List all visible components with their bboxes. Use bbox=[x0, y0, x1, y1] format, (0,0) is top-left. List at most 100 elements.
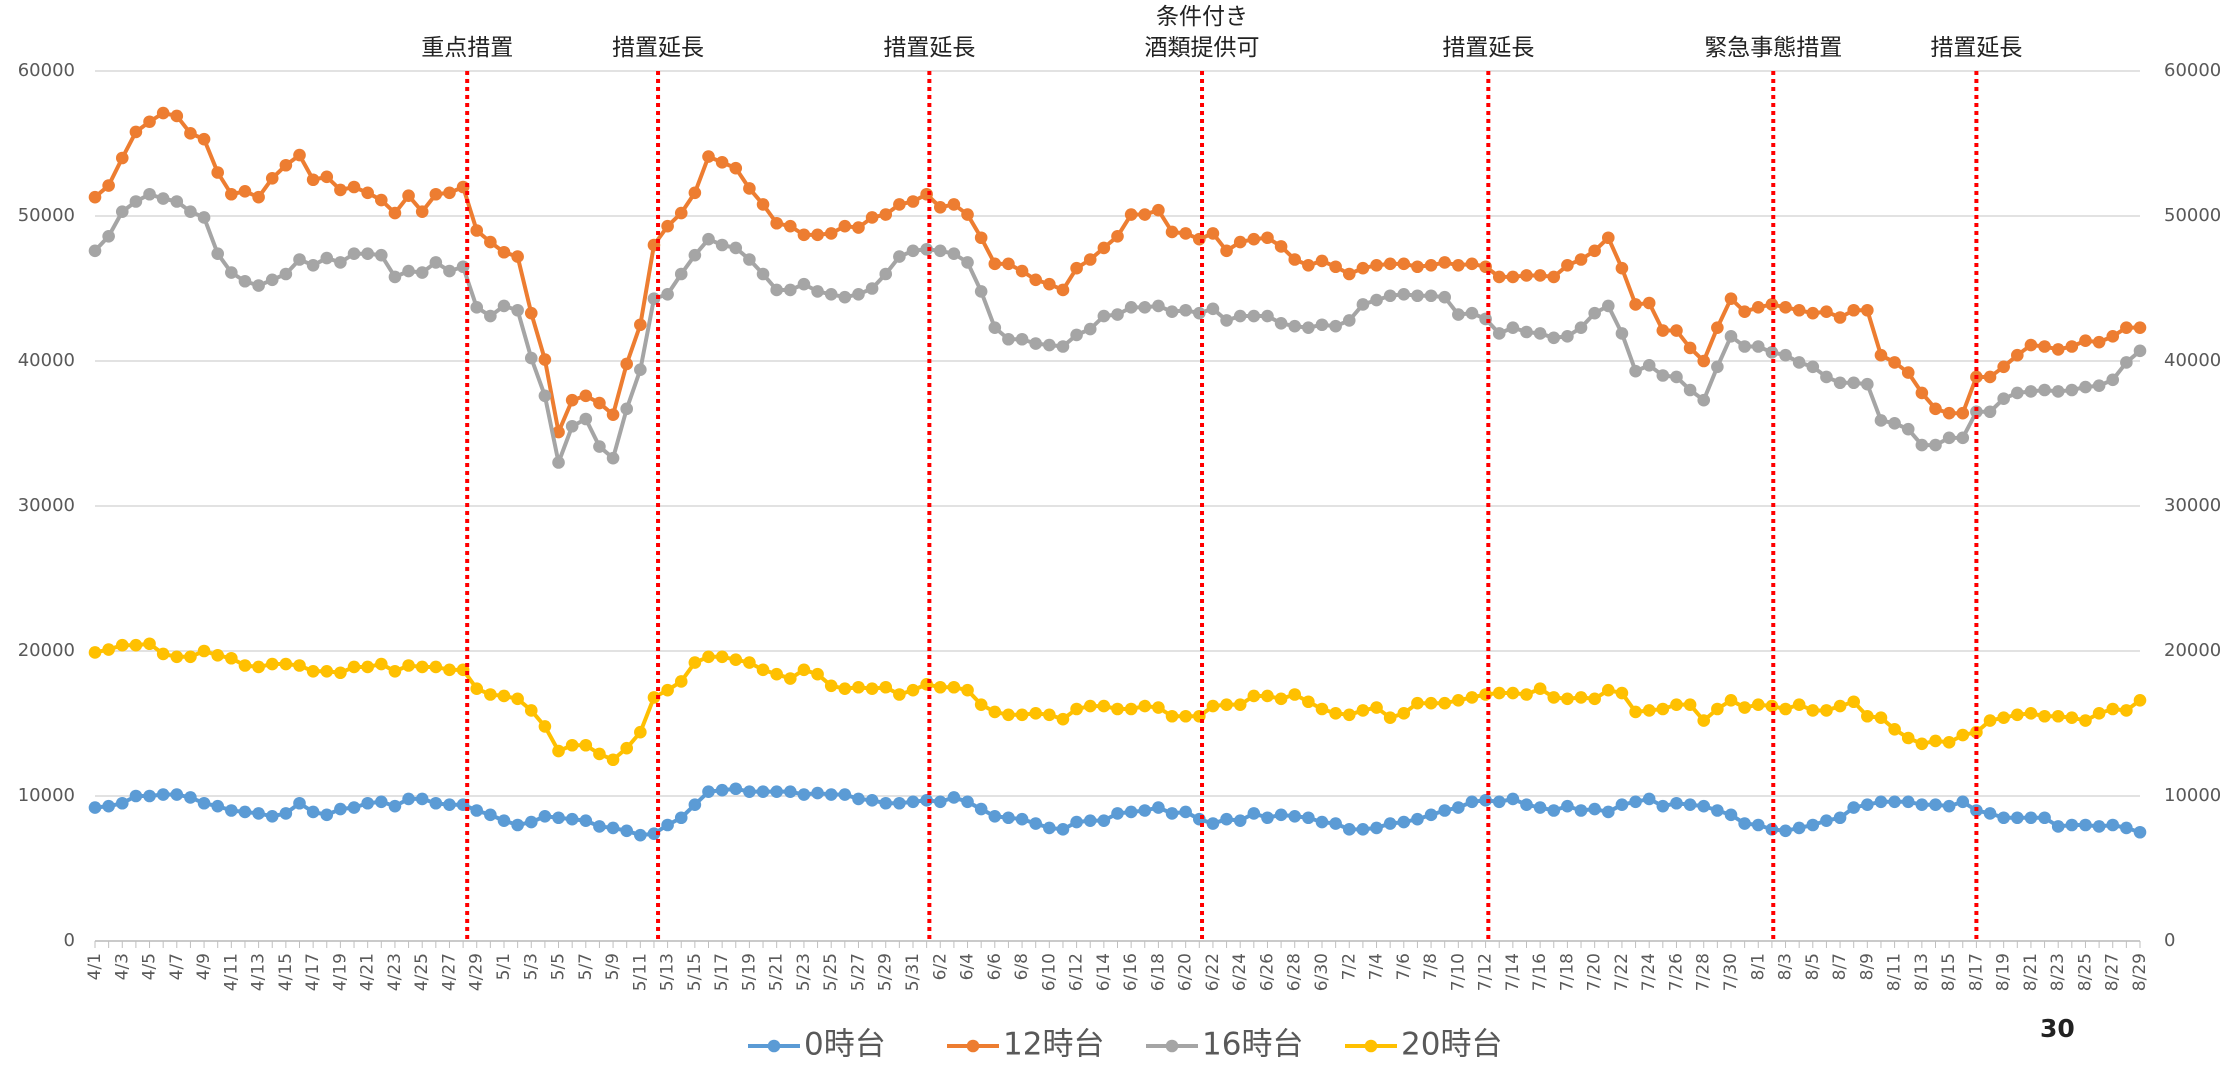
point bbox=[1070, 815, 1083, 829]
point bbox=[674, 267, 688, 281]
point bbox=[1588, 802, 1601, 816]
point bbox=[1002, 257, 1015, 271]
point bbox=[1452, 694, 1465, 707]
point bbox=[511, 303, 524, 317]
point bbox=[1588, 244, 1601, 258]
point bbox=[1751, 698, 1765, 711]
point bbox=[1792, 303, 1806, 317]
point bbox=[129, 638, 143, 652]
point bbox=[1547, 331, 1561, 345]
point bbox=[2038, 340, 2051, 353]
point bbox=[1152, 299, 1165, 313]
point bbox=[1642, 296, 1656, 310]
point bbox=[143, 115, 156, 129]
point bbox=[1888, 723, 1901, 736]
point bbox=[1138, 699, 1152, 713]
point bbox=[429, 256, 443, 269]
point bbox=[225, 651, 238, 665]
point bbox=[552, 744, 565, 758]
point bbox=[933, 201, 947, 214]
point bbox=[1997, 711, 2010, 724]
point bbox=[797, 788, 811, 801]
point bbox=[1615, 261, 1629, 275]
point bbox=[1342, 267, 1356, 281]
point bbox=[1683, 798, 1697, 811]
y2-tick-label: 40000 bbox=[2164, 350, 2221, 371]
point bbox=[252, 660, 265, 674]
point bbox=[1724, 808, 1738, 822]
point bbox=[579, 389, 593, 403]
x-tick-label: 8/11 bbox=[1885, 953, 1905, 991]
point bbox=[115, 796, 129, 810]
point bbox=[1833, 811, 1847, 825]
point bbox=[1356, 704, 1370, 717]
point bbox=[593, 820, 606, 833]
point bbox=[1274, 692, 1288, 706]
point bbox=[1070, 328, 1083, 342]
point bbox=[1329, 707, 1342, 720]
x-tick-label: 5/1 bbox=[494, 953, 514, 980]
point bbox=[1424, 696, 1438, 710]
point bbox=[1165, 225, 1179, 239]
point bbox=[2079, 334, 2092, 348]
point bbox=[702, 150, 715, 163]
point bbox=[1942, 799, 1956, 813]
point bbox=[129, 125, 143, 139]
x-tick-label: 7/24 bbox=[1639, 953, 1659, 991]
point bbox=[715, 783, 729, 797]
x-tick-label: 5/11 bbox=[630, 953, 650, 991]
point bbox=[2092, 335, 2106, 349]
point bbox=[1152, 203, 1165, 217]
point bbox=[1506, 686, 1520, 700]
point bbox=[1642, 359, 1656, 372]
point bbox=[1438, 696, 1451, 710]
point bbox=[170, 650, 184, 664]
point bbox=[484, 235, 497, 249]
point bbox=[197, 132, 211, 146]
point bbox=[402, 264, 415, 278]
point bbox=[593, 747, 606, 761]
x-tick-label: 5/23 bbox=[794, 953, 814, 991]
point bbox=[1124, 301, 1138, 314]
x-tick-label: 4/1 bbox=[85, 953, 105, 980]
x-tick-label: 8/13 bbox=[1912, 953, 1932, 991]
point bbox=[443, 264, 456, 278]
point bbox=[102, 799, 115, 813]
point bbox=[1097, 814, 1111, 827]
point bbox=[1561, 692, 1574, 706]
y2-tick-label: 30000 bbox=[2164, 495, 2221, 516]
y-tick-label: 40000 bbox=[18, 350, 75, 371]
point bbox=[170, 788, 184, 801]
point bbox=[688, 656, 702, 669]
point bbox=[606, 408, 620, 421]
point bbox=[865, 211, 879, 224]
legend-marker bbox=[966, 1039, 980, 1053]
point bbox=[88, 190, 102, 204]
point bbox=[1874, 414, 1888, 427]
point bbox=[402, 189, 415, 202]
point bbox=[211, 649, 224, 662]
point bbox=[1820, 305, 1833, 319]
x-tick-label: 4/29 bbox=[467, 953, 487, 991]
point bbox=[184, 650, 197, 664]
point bbox=[620, 357, 633, 371]
x-tick-label: 7/6 bbox=[1394, 953, 1414, 980]
point bbox=[1342, 708, 1356, 722]
point bbox=[1492, 795, 1506, 809]
point bbox=[279, 657, 293, 671]
event-label: 条件付き 酒類提供可 bbox=[1144, 4, 1260, 61]
x-tick-label: 5/21 bbox=[767, 953, 787, 991]
point bbox=[1983, 405, 1997, 419]
point bbox=[1547, 804, 1561, 817]
point bbox=[184, 791, 197, 804]
point bbox=[2051, 820, 2065, 833]
point bbox=[1397, 815, 1411, 829]
point bbox=[606, 821, 620, 835]
event-label: 措置延長 bbox=[1442, 35, 1535, 61]
point bbox=[920, 243, 933, 256]
point bbox=[1056, 823, 1070, 836]
point bbox=[606, 451, 620, 465]
point bbox=[1670, 698, 1683, 711]
point bbox=[1561, 799, 1574, 813]
